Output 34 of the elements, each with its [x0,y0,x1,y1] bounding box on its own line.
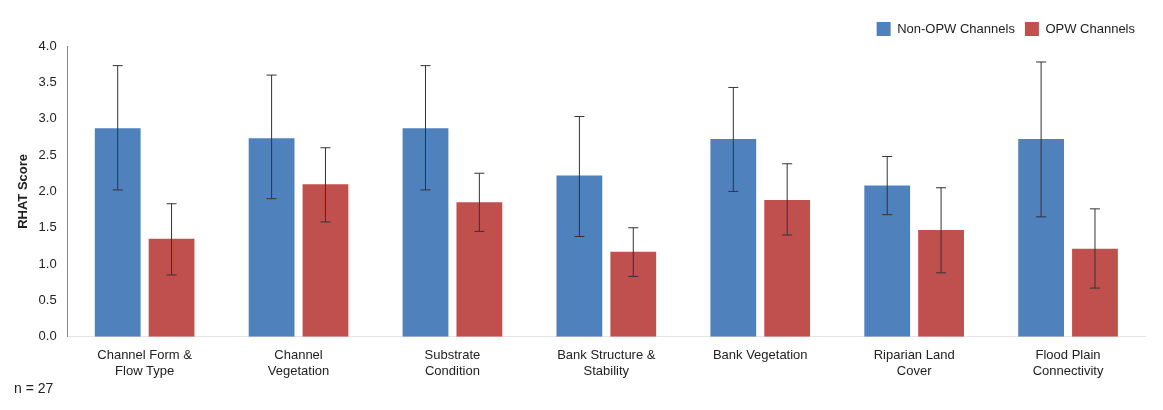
bar [610,251,657,337]
text: n = 27 [14,379,54,396]
y-tick-label: 1.5 [38,219,57,235]
bar [248,138,295,337]
bar [918,229,964,337]
bar [1072,248,1118,337]
bar [402,128,449,337]
bar [864,185,911,337]
x-tick-label: Substrate Condition [424,347,481,378]
x-tick-label: Bank Structure & Stability [557,347,656,378]
y-axis-title: RHAT Score [15,153,31,229]
x-tick-label: Channel Vegetation [267,347,330,378]
y-tick-label: 3.5 [38,73,57,89]
legend-label: OPW Channels [1045,20,1136,36]
bar [302,184,349,337]
y-tick-label: 3.0 [38,110,57,126]
legend-label: Non-OPW Channels [897,20,1016,36]
bar [94,128,141,337]
y-tick-label: 1.0 [38,255,57,271]
x-tick-label: Riparian Land Cover [873,347,955,378]
bar [764,200,811,337]
y-tick-label: 0.0 [38,328,57,344]
y-tick-label: 2.0 [38,182,57,198]
bar [556,175,603,337]
bar [456,202,503,337]
y-tick-label: 4.0 [38,37,57,53]
bar [710,139,757,337]
x-tick-label: Channel Form & Flow Type [97,347,193,378]
bar [1018,139,1065,337]
bar [148,238,195,337]
y-tick-label: 2.5 [38,146,57,162]
x-tick-label: Flood Plain Connectivity [1032,347,1104,378]
y-tick-label: 0.5 [38,292,57,308]
x-tick-label: Bank Vegetation [712,347,808,363]
